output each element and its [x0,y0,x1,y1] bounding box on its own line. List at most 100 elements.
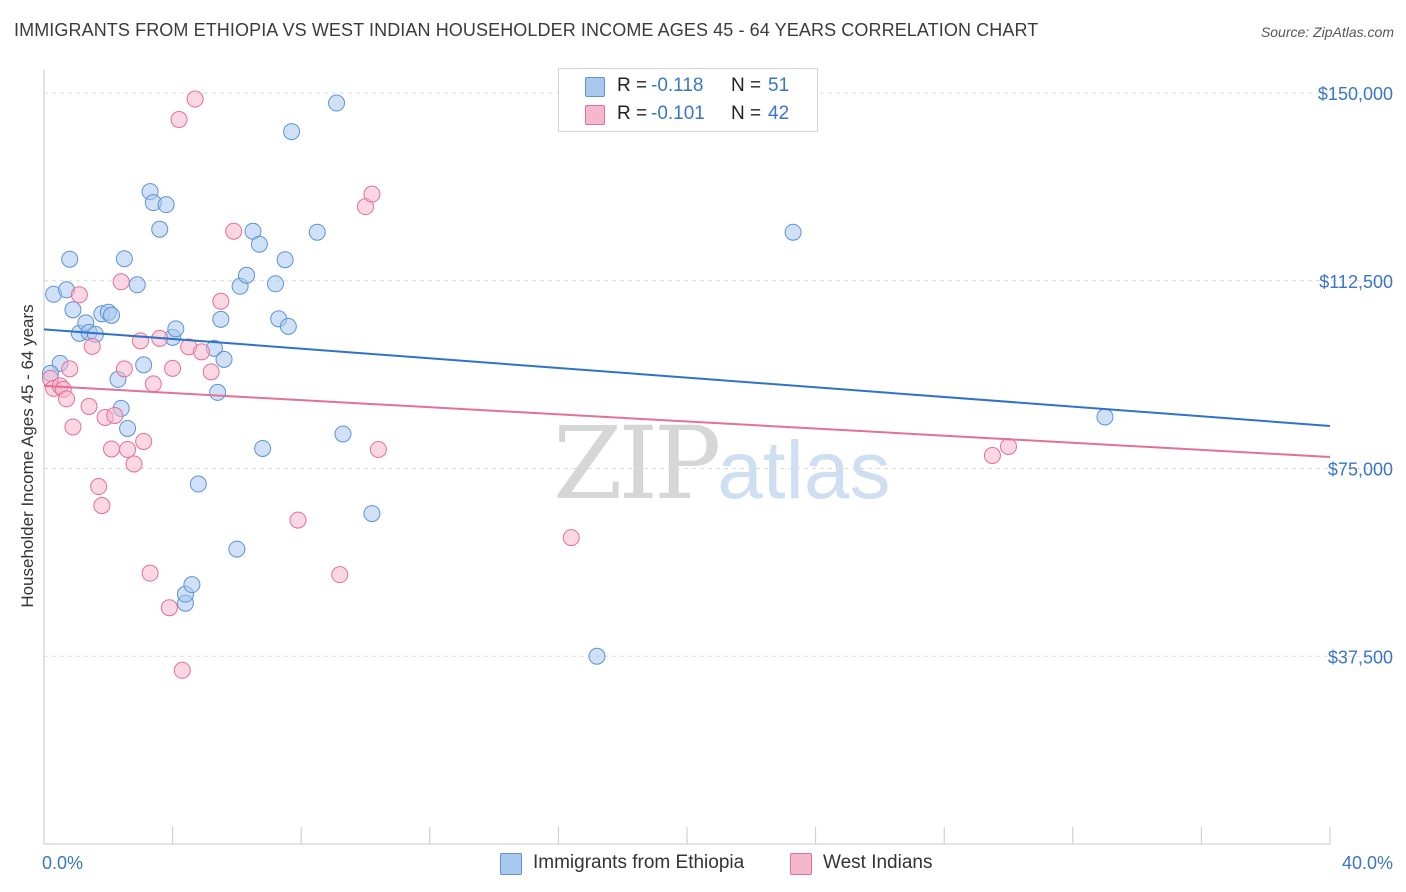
r-value: -0.101 [651,103,705,124]
point-west-indians[interactable] [1000,437,1017,455]
y-tick-labels: $37,500 $75,000 $112,500 $150,000 [1318,84,1393,667]
trendline-west-indians [43,384,1331,458]
y-tick-label: $37,500 [1328,647,1393,667]
point-west-indians[interactable] [64,418,82,436]
n-label: N = [731,75,762,96]
point-ethiopia[interactable] [151,220,169,238]
point-west-indians[interactable] [225,222,243,240]
point-west-indians[interactable] [90,478,108,496]
point-ethiopia[interactable] [276,251,294,269]
legend-label-ethiopia: Immigrants from Ethiopia [533,852,745,873]
point-west-indians[interactable] [289,511,307,529]
point-ethiopia[interactable] [363,505,381,523]
point-ethiopia[interactable] [64,301,82,319]
y-tick-label: $112,500 [1319,272,1393,292]
point-west-indians[interactable] [112,273,130,291]
point-ethiopia[interactable] [784,223,802,241]
trend-lines [43,328,1331,458]
point-ethiopia[interactable] [279,317,297,335]
point-ethiopia[interactable] [334,425,352,443]
watermark-atlas: atlas [717,425,891,516]
series-legend: Immigrants from Ethiopia West Indians [0,852,1406,876]
point-ethiopia[interactable] [308,223,326,241]
point-west-indians[interactable] [202,363,220,381]
point-ethiopia[interactable] [103,306,121,324]
point-ethiopia[interactable] [238,266,256,284]
data-points [41,90,1114,679]
point-west-indians[interactable] [369,440,387,458]
n-value: 51 [768,75,790,96]
legend-label-west-indians: West Indians [823,852,933,873]
point-west-indians[interactable] [83,337,101,355]
point-west-indians[interactable] [193,343,211,361]
point-west-indians[interactable] [144,375,162,393]
point-west-indians[interactable] [212,292,230,310]
point-ethiopia[interactable] [183,576,201,594]
point-ethiopia[interactable] [215,350,233,368]
point-ethiopia[interactable] [119,419,137,437]
point-ethiopia[interactable] [115,250,133,268]
r-value: -0.118 [651,75,704,96]
point-west-indians[interactable] [170,111,188,129]
trendline-ethiopia [43,328,1331,427]
point-ethiopia[interactable] [135,356,153,374]
point-west-indians[interactable] [363,185,381,203]
legend-swatch-west-indians [790,853,812,875]
correlation-legend: R = -0.118 N = 51 R = -0.101 N = 42 [558,68,818,132]
point-west-indians[interactable] [186,90,204,108]
n-value: 42 [768,103,790,124]
source-label[interactable]: Source: ZipAtlas.com [1260,24,1394,40]
point-ethiopia[interactable] [250,235,268,253]
point-ethiopia[interactable] [228,540,246,558]
point-west-indians[interactable] [93,497,111,515]
x-tick-label-min: 0.0% [42,853,83,873]
point-ethiopia[interactable] [212,310,230,328]
axes [43,70,1330,845]
point-west-indians[interactable] [119,440,137,458]
point-west-indians[interactable] [983,446,1001,464]
point-ethiopia[interactable] [189,475,207,493]
point-west-indians[interactable] [331,566,349,584]
y-axis-title: Householder Income Ages 45 - 64 years [18,304,37,607]
legend-swatch-west-indians [585,105,605,125]
gridlines [44,92,1394,657]
point-west-indians[interactable] [160,599,178,617]
y-tick-label: $75,000 [1328,460,1393,480]
y-tick-label: $150,000 [1318,84,1393,104]
point-ethiopia[interactable] [1096,408,1114,426]
point-west-indians[interactable] [164,359,182,377]
point-ethiopia[interactable] [128,276,146,294]
point-west-indians[interactable] [135,432,153,450]
point-ethiopia[interactable] [209,383,227,401]
legend-swatch-ethiopia [500,853,522,875]
point-west-indians[interactable] [61,360,79,378]
point-west-indians[interactable] [80,397,98,415]
point-ethiopia[interactable] [266,275,284,293]
point-ethiopia[interactable] [588,647,606,665]
point-west-indians[interactable] [562,529,580,547]
point-ethiopia[interactable] [61,250,79,268]
point-ethiopia[interactable] [157,196,175,214]
n-label: N = [731,103,762,124]
point-ethiopia[interactable] [167,320,185,338]
x-ticks [172,827,1331,844]
point-west-indians[interactable] [115,360,133,378]
point-ethiopia[interactable] [328,94,346,112]
r-label: R = [617,103,648,124]
chart-title: IMMIGRANTS FROM ETHIOPIA VS WEST INDIAN … [14,20,1039,40]
watermark-zip: ZIP [553,405,721,522]
legend-swatch-ethiopia [585,77,605,97]
point-west-indians[interactable] [125,455,143,473]
point-west-indians[interactable] [173,661,191,679]
r-label: R = [617,75,648,96]
watermark: ZIPatlas [553,405,891,522]
point-west-indians[interactable] [103,440,121,458]
point-west-indians[interactable] [58,390,76,408]
point-ethiopia[interactable] [254,439,272,457]
point-ethiopia[interactable] [283,123,301,141]
point-west-indians[interactable] [141,564,159,582]
point-west-indians[interactable] [70,286,88,304]
x-tick-label-max: 40.0% [1342,853,1393,873]
point-west-indians[interactable] [106,406,124,424]
